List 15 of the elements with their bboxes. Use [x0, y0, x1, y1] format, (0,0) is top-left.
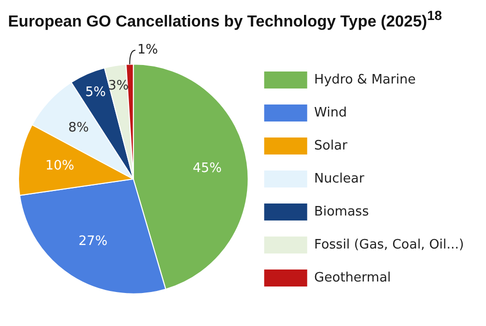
legend-label: Solar — [314, 138, 348, 154]
data-label: 3% — [108, 78, 129, 94]
data-label: 27% — [78, 234, 108, 250]
data-label: 1% — [137, 42, 158, 58]
legend-label: Nuclear — [314, 172, 365, 187]
data-label: 8% — [68, 121, 89, 136]
legend-label: Biomass — [314, 204, 370, 220]
data-label: 45% — [192, 161, 222, 176]
data-label: 5% — [85, 85, 106, 100]
legend-label: Fossil (Gas, Coal, Oil...) — [314, 238, 464, 253]
data-label: 10% — [45, 158, 74, 174]
legend-label: Geothermal — [314, 270, 391, 286]
legend-label: Hydro & Marine — [314, 72, 416, 88]
legend-label: Wind — [314, 106, 347, 121]
chart-title: European GO Cancellations by Technology Type (2025)$^{18}$ — [8, 8, 443, 32]
